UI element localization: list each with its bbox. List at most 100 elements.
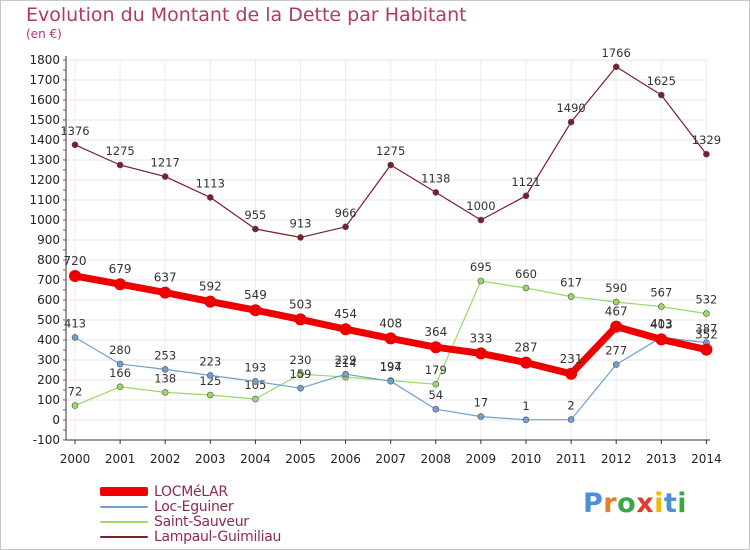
x-tick-label: 2012 [601,452,632,466]
data-label: 503 [289,297,312,311]
data-point [657,303,665,310]
data-label: 1113 [196,176,225,190]
legend-item: Loc-Eguiner [100,498,281,515]
data-label: 617 [560,276,582,290]
data-label: 277 [605,344,627,358]
logo-letter: o [617,488,637,519]
data-label: 913 [290,216,312,230]
data-label: 364 [424,325,447,339]
data-label: 214 [335,356,357,370]
x-tick-label: 2006 [330,452,361,466]
data-label: 280 [109,343,131,357]
x-tick-label: 2007 [375,452,406,466]
y-tick-label: 500 [37,313,60,327]
legend-label: Lampaul-Guimiliau [154,528,282,545]
data-point [207,391,214,399]
data-point [612,361,620,368]
y-tick-label: 1700 [29,73,60,87]
data-point [522,284,530,292]
y-tick-label: 1600 [29,93,60,107]
data-label: 966 [335,206,357,220]
legend-swatch [100,487,148,496]
data-label: 532 [695,293,717,307]
data-label: 159 [290,367,312,381]
x-tick-label: 2009 [466,452,497,466]
data-label: 1000 [466,199,495,213]
data-point [71,402,79,409]
data-label: 720 [64,254,87,268]
data-label: 1275 [105,144,134,158]
x-tick-label: 2000 [60,452,91,466]
data-point [477,413,485,420]
data-point [116,383,124,391]
data-point [612,63,620,71]
series-locm-lar: 720 679 637 592 549 503 454 408 364 333 287 231 467 4… [64,254,718,380]
proxiti-logo: Proxiti [583,488,687,519]
data-point [567,416,575,423]
data-label: 1121 [511,175,540,189]
data-point [339,323,352,336]
data-label: 403 [650,317,673,331]
data-label: 1766 [602,46,631,60]
y-tick-label: 700 [37,273,60,287]
legend-label: Saint-Sauveur [154,513,249,530]
data-point [567,293,575,300]
data-label: 229 [335,353,357,367]
data-point [387,161,395,169]
logo-letter: r [603,488,618,519]
data-label: 1217 [151,156,180,170]
data-point [432,380,440,388]
legend-label: LOCMéLAR [154,483,228,500]
y-tick-label: 800 [37,253,60,267]
series-loc-eguiner: 413 280 253 223 193 159 229 194 54 17 1 2 277 413 387 [64,316,717,424]
data-point [161,389,169,396]
x-tick-label: 2003 [195,452,226,466]
y-tick-label: 1000 [29,213,60,227]
logo-letter: P [583,488,604,519]
data-point [700,343,713,356]
data-point [387,377,395,385]
data-point [657,91,665,99]
data-point [522,192,530,200]
data-point [252,225,259,233]
data-label: 1329 [692,133,721,147]
data-label: 138 [154,371,176,385]
y-tick-label: 0 [52,413,60,427]
data-label: 408 [379,316,402,330]
data-label: 1490 [556,101,585,115]
legend-item: Saint-Sauveur [100,513,281,530]
data-label: 1376 [60,124,89,138]
data-point [252,395,259,403]
data-point [612,298,620,306]
x-tick-label: 2013 [646,452,677,466]
data-label: 467 [605,305,628,319]
data-point [207,372,214,379]
data-point [567,118,575,126]
chart-title: Evolution du Montant de la Dette par Hab… [26,4,467,26]
data-point [297,384,304,392]
data-point [477,277,485,285]
logo-letter: x [636,488,655,519]
data-point [161,173,169,180]
data-point [71,334,79,341]
y-tick-label: 600 [37,293,60,307]
data-label: 194 [380,360,402,374]
data-point [116,360,124,368]
y-tick-label: 200 [37,373,60,387]
data-point [342,370,349,378]
legend-swatch [100,505,148,508]
data-point [69,270,81,282]
logo-letter: i [677,488,688,519]
x-tick-label: 2004 [240,452,271,466]
x-tick-label: 2010 [511,452,542,466]
data-label: 454 [334,307,357,321]
data-label: 567 [650,286,672,300]
data-point [249,304,262,317]
data-point [384,332,397,345]
y-tick-label: 400 [37,333,60,347]
data-point [159,286,172,299]
data-label: 590 [605,281,627,295]
legend-label: Loc-Eguiner [154,498,234,515]
data-point [432,405,440,413]
y-tick-label: -100 [33,433,60,447]
